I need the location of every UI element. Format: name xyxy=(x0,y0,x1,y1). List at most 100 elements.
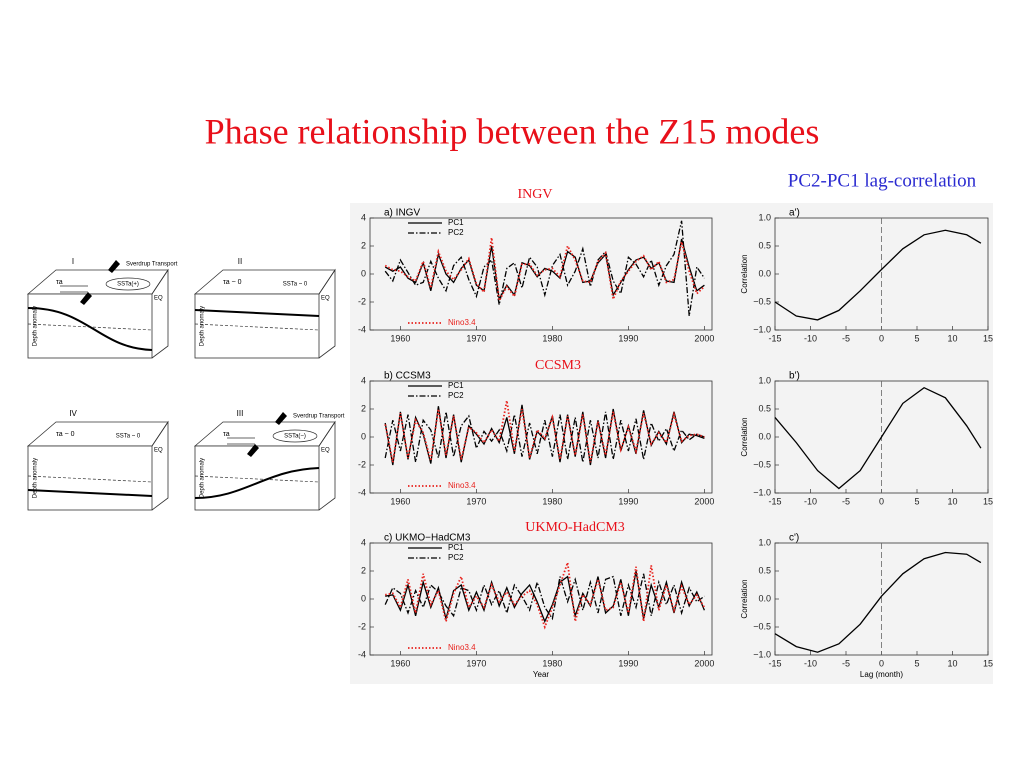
panel-title: a) INGV xyxy=(384,208,420,219)
y-tick-label: −0.5 xyxy=(753,459,771,469)
x-tick-label: -10 xyxy=(804,496,817,506)
legend-label: PC2 xyxy=(448,391,464,400)
surface-plane xyxy=(193,421,336,447)
x-axis-label: Year xyxy=(533,670,550,679)
diagram-label: II xyxy=(238,257,242,266)
x-tick-label: 10 xyxy=(947,496,957,506)
y-tick-label: 2 xyxy=(361,240,366,250)
thermocline xyxy=(27,307,153,351)
sverdrup-label: Sverdrup Transport xyxy=(293,414,345,420)
x-tick-label: 1960 xyxy=(390,658,410,668)
thermocline xyxy=(27,489,153,497)
panel-title: b') xyxy=(789,371,800,382)
x-tick-label: 1960 xyxy=(390,496,410,506)
panel-title: c) UKMO−HadCM3 xyxy=(384,533,471,544)
x-tick-label: 15 xyxy=(983,658,993,668)
x-tick-label: 2000 xyxy=(694,658,714,668)
x-tick-label: 1960 xyxy=(390,333,410,343)
model-label: CCSM3 xyxy=(535,358,581,373)
x-tick-label: 15 xyxy=(983,496,993,506)
legend-label: PC1 xyxy=(448,218,464,227)
y-tick-label: 2 xyxy=(361,565,366,575)
x-tick-label: -10 xyxy=(804,333,817,343)
y-tick-label: 0.0 xyxy=(758,431,771,441)
sst-ellipse xyxy=(272,429,318,443)
slide-title: Phase relationship between the Z15 modes xyxy=(205,111,820,151)
x-tick-label: 1980 xyxy=(542,658,562,668)
y-tick-label: -2 xyxy=(358,621,366,631)
y-tick-label: -4 xyxy=(358,487,366,497)
wind-label: τa ~ 0 xyxy=(223,279,242,286)
depth-label: Depth anomaly xyxy=(33,458,39,498)
y-tick-label: 0.5 xyxy=(758,240,771,250)
x-tick-label: 1990 xyxy=(618,333,638,343)
y-axis-label: Correlation xyxy=(740,254,749,293)
x-tick-label: 1980 xyxy=(542,496,562,506)
thermocline xyxy=(194,467,320,499)
x-tick-label: -15 xyxy=(768,658,781,668)
y-tick-label: 0.5 xyxy=(758,565,771,575)
x-tick-label: 0 xyxy=(879,658,884,668)
x-axis-label: Lag (month) xyxy=(860,670,903,679)
x-tick-label: 1970 xyxy=(466,658,486,668)
x-tick-label: 10 xyxy=(947,658,957,668)
depth-label: Depth anomaly xyxy=(200,458,206,498)
sst-label: SSTa ~ 0 xyxy=(116,434,141,440)
eq-label: EQ xyxy=(321,448,330,454)
y-tick-label: −0.5 xyxy=(753,296,771,306)
y-axis-label: Correlation xyxy=(740,579,749,618)
y-tick-label: 4 xyxy=(361,212,366,222)
legend-label: PC1 xyxy=(448,381,464,390)
legend-label: PC1 xyxy=(448,543,464,552)
x-tick-label: -10 xyxy=(804,658,817,668)
y-tick-label: -4 xyxy=(358,649,366,659)
x-tick-label: 1970 xyxy=(466,496,486,506)
thermocline xyxy=(194,309,320,317)
y-tick-label: 0.0 xyxy=(758,593,771,603)
x-tick-label: 1980 xyxy=(542,333,562,343)
series-line xyxy=(384,400,705,463)
x-tick-label: -5 xyxy=(842,333,850,343)
y-tick-label: 4 xyxy=(361,537,366,547)
y-tick-label: 1.0 xyxy=(758,375,771,385)
subtitle: PC2-PC1 lag-correlation xyxy=(788,170,977,191)
legend-label: Nino3.4 xyxy=(448,318,476,327)
y-tick-label: 0.0 xyxy=(758,268,771,278)
y-tick-label: 2 xyxy=(361,403,366,413)
series-line xyxy=(385,570,705,624)
x-tick-label: 10 xyxy=(947,333,957,343)
x-tick-label: 1990 xyxy=(618,658,638,668)
diagram-label: I xyxy=(72,257,74,266)
x-tick-label: 2000 xyxy=(694,333,714,343)
box-edge xyxy=(318,268,336,359)
y-tick-label: 0 xyxy=(361,268,366,278)
x-tick-label: 5 xyxy=(914,496,919,506)
y-tick-label: 0 xyxy=(361,431,366,441)
mean-depth xyxy=(194,475,320,483)
model-label: UKMO-HadCM3 xyxy=(525,520,625,535)
x-tick-label: 5 xyxy=(914,333,919,343)
legend-label: Nino3.4 xyxy=(448,643,476,652)
series-line xyxy=(774,386,982,490)
x-tick-label: 1990 xyxy=(618,496,638,506)
box-edge xyxy=(151,268,169,359)
series-line xyxy=(384,411,705,463)
x-tick-label: 0 xyxy=(879,496,884,506)
sst-label: SSTa(−) xyxy=(284,434,306,440)
eq-label: EQ xyxy=(154,448,163,454)
x-tick-label: 15 xyxy=(983,333,993,343)
box-edge xyxy=(151,420,169,511)
series-line xyxy=(384,237,706,304)
legend-label: Nino3.4 xyxy=(448,481,476,490)
y-tick-label: -4 xyxy=(358,324,366,334)
y-tick-label: 1.0 xyxy=(758,212,771,222)
y-tick-label: -2 xyxy=(358,296,366,306)
ocean-box xyxy=(194,445,320,511)
y-axis-label: Correlation xyxy=(740,417,749,456)
legend-label: PC2 xyxy=(448,553,464,562)
x-tick-label: 0 xyxy=(879,333,884,343)
eq-label: EQ xyxy=(321,296,330,302)
y-tick-label: -2 xyxy=(358,459,366,469)
transport-arrow xyxy=(247,444,259,457)
sverdrup-label: Sverdrup Transport xyxy=(126,262,178,268)
